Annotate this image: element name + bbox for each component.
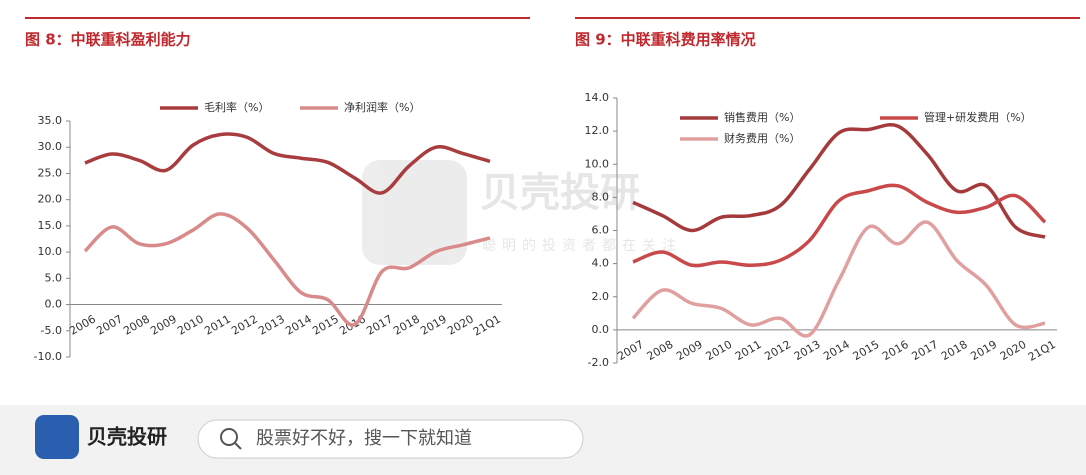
search-box[interactable] (197, 419, 584, 459)
x-tick-label: 2019 (968, 338, 999, 363)
x-tick-label: 2020 (998, 338, 1029, 363)
watermark-brand: 贝壳投研 (480, 170, 640, 216)
series-line (631, 220, 1046, 338)
y-tick-label: 0.0 (45, 298, 63, 311)
x-tick-label: 2017 (910, 338, 941, 363)
x-tick-label: 2007 (94, 312, 125, 337)
x-tick-label: 2011 (733, 338, 764, 363)
series-line (83, 212, 491, 327)
x-tick-label: 2014 (821, 338, 852, 363)
search-icon (220, 428, 238, 446)
search-icon (234, 442, 242, 450)
y-tick-label: 14.0 (585, 91, 610, 104)
y-tick-label: 35.0 (38, 114, 63, 127)
y-tick-label: -2.0 (588, 356, 609, 369)
chart-title: 图 9：中联重科费用率情况 (575, 31, 756, 49)
legend-label: 财务费用（%） (724, 131, 800, 145)
x-tick-label: 2013 (792, 338, 823, 363)
y-tick-label: 12.0 (585, 124, 610, 137)
y-tick-label: 15.0 (38, 219, 63, 232)
x-tick-label: 2010 (175, 312, 206, 337)
legend-label: 毛利率（%） (204, 100, 269, 114)
x-tick-label: 21Q1 (1026, 338, 1058, 364)
watermark: 贝壳投研 聪明的投资者都在关注 (362, 160, 682, 265)
y-tick-label: -5.0 (41, 324, 62, 337)
legend-label: 管理+研发费用（%） (924, 110, 1032, 124)
x-tick-label: 2009 (674, 338, 705, 363)
y-tick-label: 20.0 (38, 193, 63, 206)
y-tick-label: 5.0 (45, 271, 63, 284)
series-line (84, 132, 491, 195)
y-tick-label: 2.0 (592, 290, 610, 303)
y-tick-label: 8.0 (592, 190, 610, 203)
chart-title: 图 8：中联重科盈利能力 (25, 31, 191, 49)
x-tick-label: 2015 (310, 312, 341, 337)
x-tick-label: 2015 (851, 338, 882, 363)
series-line (632, 183, 1047, 268)
x-tick-label: 2012 (762, 338, 793, 363)
x-tick-label: 2010 (704, 338, 735, 363)
x-tick-label: 2018 (939, 338, 970, 363)
x-tick-label: 2018 (391, 312, 422, 337)
legend-label: 销售费用（%） (724, 110, 800, 124)
x-tick-label: 2009 (148, 312, 179, 337)
y-tick-label: 10.0 (38, 245, 63, 258)
legend-label: 净利润率（%） (344, 100, 420, 114)
x-tick-label: 21Q1 (471, 312, 503, 338)
x-tick-label: 2008 (121, 312, 152, 337)
watermark-logo (362, 160, 467, 265)
x-tick-label: 2008 (645, 338, 676, 363)
x-tick-label: 2011 (202, 312, 233, 337)
series-line (632, 123, 1046, 239)
x-tick-label: 2012 (229, 312, 260, 337)
x-tick-label: 2020 (445, 312, 476, 337)
search-placeholder: 股票好不好，搜一下就知道 (256, 428, 472, 449)
y-tick-label: 10.0 (585, 157, 610, 170)
y-tick-label: 0.0 (592, 323, 610, 336)
y-tick-label: -10.0 (34, 350, 62, 363)
y-tick-label: 6.0 (592, 224, 610, 237)
x-tick-label: 2007 (615, 338, 646, 363)
footer-logo (35, 415, 79, 459)
x-tick-label: 2016 (880, 338, 911, 363)
x-tick-label: 2017 (364, 312, 395, 337)
footer-brand: 贝壳投研 (87, 425, 167, 449)
x-tick-label: 2006 (67, 312, 98, 337)
x-tick-label: 2014 (283, 312, 314, 337)
y-tick-label: 25.0 (38, 166, 63, 179)
y-tick-label: 4.0 (592, 257, 610, 270)
y-tick-label: 30.0 (38, 140, 63, 153)
x-tick-label: 2019 (418, 312, 449, 337)
x-tick-label: 2013 (256, 312, 287, 337)
watermark-slogan: 聪明的投资者都在关注 (482, 238, 682, 254)
